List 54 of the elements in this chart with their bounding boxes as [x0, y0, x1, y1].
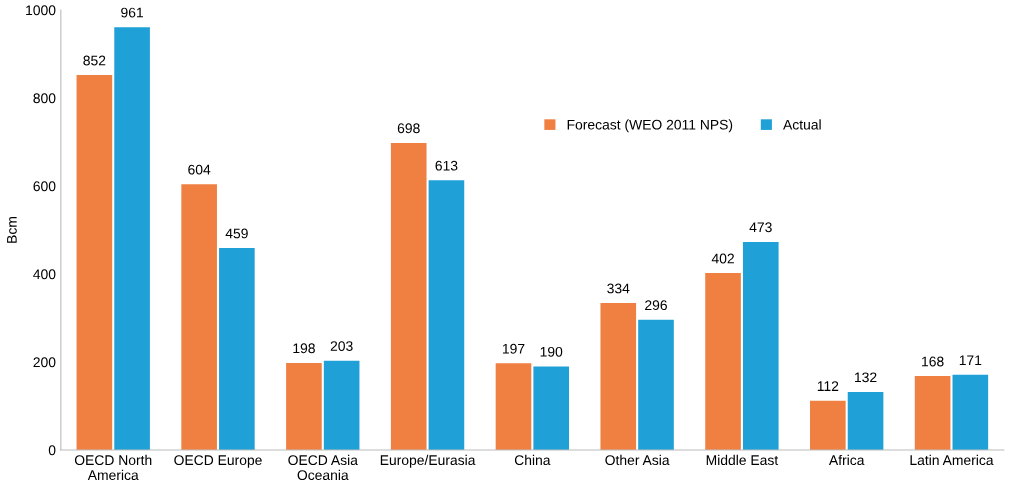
bar — [323, 360, 360, 450]
y-tick-label: 400 — [33, 269, 56, 280]
y-tick-label: 1000 — [26, 5, 56, 16]
data-label: 698 — [397, 123, 420, 134]
data-label: 961 — [121, 7, 143, 18]
bar — [286, 362, 322, 450]
bar — [847, 391, 884, 450]
y-tick-label: 200 — [33, 357, 56, 368]
bar — [181, 184, 217, 450]
bar — [742, 241, 779, 450]
bar — [114, 27, 150, 450]
y-tick-label: 0 — [48, 445, 56, 456]
data-label: 198 — [293, 343, 315, 354]
x-tick-label: OECD North America — [74, 454, 152, 481]
x-tick-label: Europe/Eurasia — [380, 454, 476, 468]
x-tick-label: OECD Asia Oceania — [288, 454, 358, 481]
y-tick-label: 600 — [33, 181, 56, 192]
bar — [390, 142, 427, 450]
bar — [638, 319, 674, 450]
data-label: 132 — [855, 372, 877, 383]
bar — [495, 363, 532, 450]
data-label: 334 — [607, 283, 630, 294]
data-label: 197 — [502, 343, 525, 354]
data-label: 459 — [225, 228, 248, 239]
bar — [76, 75, 113, 450]
data-label: 203 — [330, 341, 353, 351]
x-tick-label: Other Asia — [605, 454, 670, 466]
x-tick-label: China — [514, 454, 551, 466]
data-label: 171 — [959, 355, 982, 365]
legend-label: Actual — [783, 119, 821, 130]
bar — [428, 180, 465, 450]
y-axis-title: Bcm — [7, 217, 17, 243]
data-label: 168 — [922, 356, 944, 367]
data-label: 613 — [435, 160, 458, 171]
x-tick-label: Latin America — [910, 454, 994, 466]
bar — [533, 366, 570, 450]
bar — [600, 303, 637, 450]
bar — [914, 376, 951, 450]
data-label: 296 — [645, 300, 667, 311]
data-label: 604 — [188, 164, 211, 175]
data-label: 473 — [749, 222, 772, 233]
x-tick-label: Africa — [828, 454, 865, 466]
data-label: 190 — [540, 346, 563, 357]
data-label: 402 — [711, 253, 734, 264]
x-tick-label: OECD Europe — [174, 455, 262, 468]
data-label: 852 — [83, 55, 106, 66]
bar — [219, 248, 255, 450]
bar — [705, 273, 741, 450]
y-tick-label: 800 — [33, 93, 56, 104]
x-tick-label: Middle East — [706, 454, 779, 466]
bar — [810, 400, 846, 450]
bar — [952, 374, 989, 450]
legend-label: Forecast (WEO 2011 NPS) — [567, 119, 733, 133]
data-label: 112 — [817, 381, 839, 391]
